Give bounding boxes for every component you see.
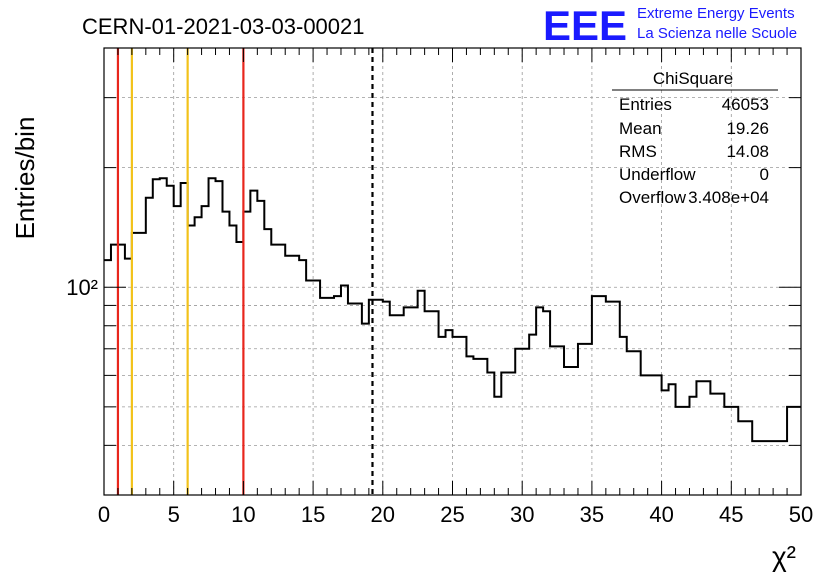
y-axis-ticks: 10² <box>66 97 801 446</box>
x-tick-label: 5 <box>168 502 180 527</box>
x-axis-ticks: 0 5 10 15 20 25 30 35 40 45 50 <box>98 48 813 527</box>
x-tick-label: 0 <box>98 502 110 527</box>
eee-logo: EEE <box>543 2 627 49</box>
x-tick-label: 20 <box>371 502 395 527</box>
stats-title: ChiSquare <box>653 69 733 88</box>
histogram-line <box>104 177 801 443</box>
stats-label-overflow: Overflow <box>619 188 687 207</box>
stats-box: ChiSquare Entries 46053 Mean 19.26 RMS 1… <box>612 69 778 207</box>
stats-value-rms: 14.08 <box>726 142 769 161</box>
stats-value-underflow: 0 <box>760 165 769 184</box>
logo-subtitle-2: La Scienza nelle Scuole <box>637 25 797 42</box>
x-tick-label: 35 <box>580 502 604 527</box>
logo-subtitle-1: Extreme Energy Events <box>637 5 795 22</box>
stats-value-overflow: 3.408e+04 <box>688 188 769 207</box>
y-axis-title: Entries/bin <box>10 117 40 240</box>
x-tick-label: 40 <box>649 502 673 527</box>
stats-label-rms: RMS <box>619 142 657 161</box>
run-title: CERN-01-2021-03-03-00021 <box>82 14 365 39</box>
x-tick-label: 45 <box>719 502 743 527</box>
stats-label-entries: Entries <box>619 95 672 114</box>
stats-label-mean: Mean <box>619 119 662 138</box>
x-tick-label: 10 <box>231 502 255 527</box>
x-axis-title: χ² <box>772 541 796 572</box>
reference-lines <box>116 48 374 495</box>
histogram-series <box>104 177 801 443</box>
x-tick-label: 30 <box>510 502 534 527</box>
y-tick-label: 10² <box>66 275 98 300</box>
x-tick-label: 25 <box>440 502 464 527</box>
stats-value-mean: 19.26 <box>726 119 769 138</box>
grid <box>104 48 801 495</box>
x-tick-label: 15 <box>301 502 325 527</box>
stats-label-underflow: Underflow <box>619 165 696 184</box>
x-tick-label: 50 <box>789 502 813 527</box>
stats-value-entries: 46053 <box>722 95 769 114</box>
